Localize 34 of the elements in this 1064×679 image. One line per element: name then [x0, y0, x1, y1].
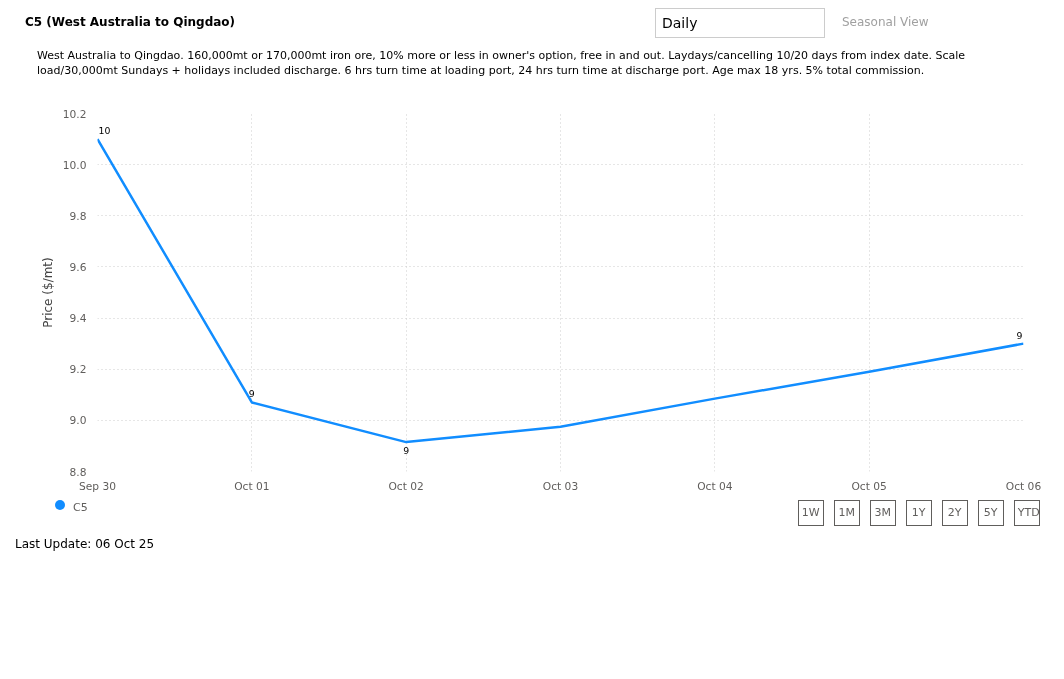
y-tick-label: 9.2 — [69, 363, 87, 377]
y-tick-label: 9.8 — [69, 209, 87, 223]
data-label: 10 — [98, 125, 111, 137]
line-series — [97, 137, 1024, 444]
x-tick-label: Oct 01 — [234, 479, 270, 493]
text: 5Y — [983, 505, 998, 521]
y-tick-label: 9.4 — [69, 312, 87, 326]
data-label: 9 — [1016, 329, 1023, 341]
x-tick-label: Oct 03 — [542, 479, 579, 493]
data-label: 9 — [403, 445, 410, 457]
x-tick-label: Oct 04 — [697, 479, 733, 493]
y-tick-label: 10.0 — [62, 158, 87, 172]
x-tick-label: Oct 05 — [851, 479, 887, 493]
y-tick-label: 8.8 — [69, 465, 87, 479]
x-tick-label: Oct 02 — [388, 479, 424, 493]
text: 1Y — [911, 505, 926, 521]
text: 3M — [874, 505, 891, 521]
text: Seasonal View — [842, 14, 929, 31]
data-label: 9 — [248, 388, 255, 400]
y-axis-title: Price ($/mt) — [40, 257, 55, 328]
y-tick-label: 9.0 — [69, 414, 87, 428]
text: YTD — [1017, 505, 1040, 521]
text: 2Y — [947, 505, 962, 521]
text: 1W — [801, 505, 820, 521]
x-tick-label: Sep 30 — [78, 479, 117, 493]
chart-subtitle: West Australia to Qingdao. 160,000mt or 170,000mt iron ore, 10% more or less in owner's option, free in and out. Laydays/cancelling 10/20 days from index date. Scale load/30,000mt Sundays + holidays included discharge. 6 hrs turn time at loading port, 24 hrs turn time at discharge port. Age max 18 yrs. 5% total commission. — [37, 48, 967, 78]
x-tick-label: Oct 06 — [1005, 479, 1042, 493]
legend-label: C5 — [73, 500, 88, 516]
text: Last Update: 06 Oct 25 — [15, 535, 155, 553]
chart-title: C5 (West Australia to Qingdao) — [25, 14, 236, 31]
text: 1M — [838, 505, 855, 521]
y-tick-label: 10.2 — [62, 107, 87, 121]
text: Daily — [662, 14, 698, 33]
y-tick-label: 9.6 — [69, 260, 87, 274]
